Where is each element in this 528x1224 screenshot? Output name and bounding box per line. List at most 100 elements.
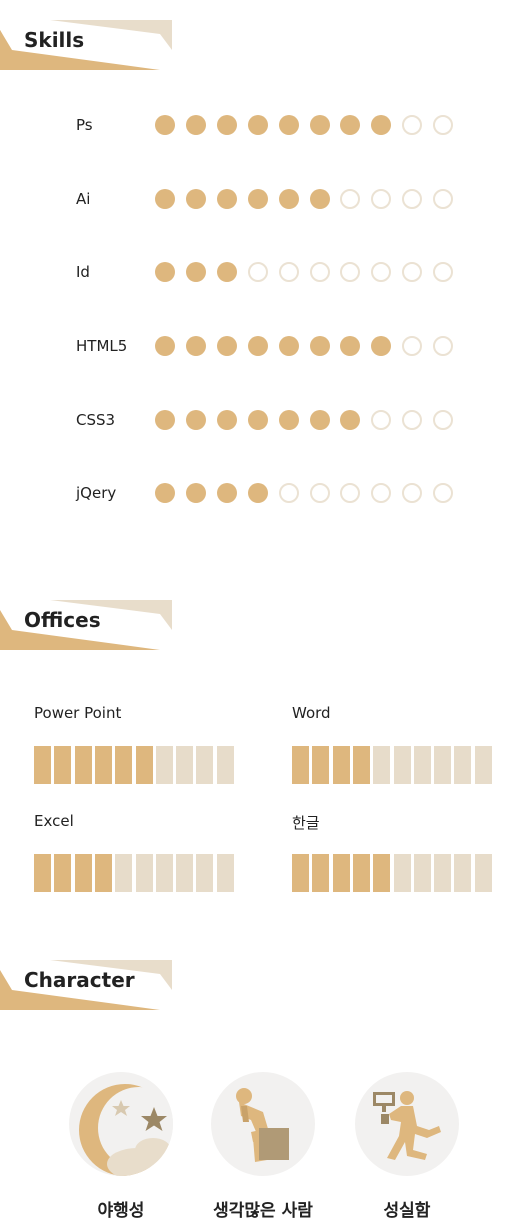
rating-dot-filled <box>216 115 237 135</box>
office-label: Word <box>292 704 331 722</box>
level-block-empty <box>454 746 472 784</box>
rating-dot-filled <box>340 410 361 430</box>
running-worker-icon <box>355 1072 459 1176</box>
rating-dot-empty <box>340 483 361 503</box>
office-label: 한글 <box>292 814 320 832</box>
level-block-filled <box>34 854 51 892</box>
office-label: Power Point <box>34 704 122 722</box>
skill-row: jQery <box>0 482 528 506</box>
rating-dot-empty <box>371 483 392 503</box>
level-block-filled <box>94 746 112 784</box>
level-block-filled <box>332 854 350 892</box>
rating-dot-empty <box>402 336 423 356</box>
level-block-filled <box>373 854 391 892</box>
rating-dot-filled <box>278 189 299 209</box>
rating-dot-filled <box>185 410 206 430</box>
rating-dot-filled <box>185 189 206 209</box>
level-block-filled <box>54 854 72 892</box>
rating-dot-filled <box>216 336 237 356</box>
rating-dot-filled <box>185 483 206 503</box>
offices-header: Offices <box>0 598 175 654</box>
level-block-empty <box>454 854 472 892</box>
skills-title: Skills <box>24 28 85 52</box>
level-block-empty <box>135 854 153 892</box>
rating-dot-filled <box>185 336 206 356</box>
level-block-filled <box>292 746 309 784</box>
level-block-filled <box>312 746 330 784</box>
rating-dot-filled <box>155 483 175 503</box>
level-block-filled <box>352 746 370 784</box>
header-ribbon-icon <box>0 600 172 650</box>
level-block-filled <box>352 854 370 892</box>
rating-dot-empty <box>402 410 423 430</box>
rating-dot-filled <box>155 262 175 282</box>
level-block-filled <box>115 746 133 784</box>
character-title: Character <box>24 968 135 992</box>
level-block-filled <box>74 746 92 784</box>
rating-dot-empty <box>402 115 423 135</box>
skill-label: Id <box>76 263 90 281</box>
level-block-filled <box>312 854 330 892</box>
moon-stars-icon <box>69 1072 173 1176</box>
rating-dot-filled <box>340 115 361 135</box>
skills-header: Skills <box>0 18 175 74</box>
rating-dot-filled <box>371 115 392 135</box>
rating-dot-filled <box>155 336 175 356</box>
level-block-empty <box>176 746 194 784</box>
header-ribbon-icon <box>0 20 172 70</box>
level-block-empty <box>434 746 452 784</box>
level-block-filled <box>332 746 350 784</box>
offices-title: Offices <box>24 608 101 632</box>
rating-dot-empty <box>278 483 299 503</box>
character-header: Character <box>0 958 175 1014</box>
rating-dot-filled <box>309 336 330 356</box>
rating-dot-empty <box>371 189 392 209</box>
level-block-filled <box>292 854 309 892</box>
rating-dot-empty <box>340 262 361 282</box>
header-ribbon-icon <box>0 960 172 1010</box>
level-block-empty <box>155 746 173 784</box>
rating-dot-filled <box>371 336 392 356</box>
rating-dot-filled <box>185 262 206 282</box>
rating-dot-empty <box>433 189 454 209</box>
skill-row: Ps <box>0 114 528 138</box>
rating-dot-empty <box>278 262 299 282</box>
level-block-empty <box>474 854 492 892</box>
rating-dot-filled <box>309 115 330 135</box>
character-label: 야행성 <box>97 1201 145 1221</box>
rating-dot-empty <box>340 189 361 209</box>
rating-dot-empty <box>402 189 423 209</box>
level-block-empty <box>196 746 214 784</box>
level-block-empty <box>373 746 391 784</box>
skill-label: HTML5 <box>76 337 128 355</box>
rating-dot-filled <box>155 410 175 430</box>
rating-dot-empty <box>309 262 330 282</box>
rating-dot-empty <box>433 410 454 430</box>
thinker-icon <box>211 1072 315 1176</box>
rating-dot-filled <box>216 410 237 430</box>
level-block-empty <box>216 854 234 892</box>
rating-dot-empty <box>433 336 454 356</box>
rating-dot-empty <box>402 262 423 282</box>
rating-dot-filled <box>216 189 237 209</box>
rating-dot-empty <box>433 262 454 282</box>
rating-dot-filled <box>247 336 268 356</box>
rating-dot-filled <box>185 115 206 135</box>
skill-row: Id <box>0 261 528 285</box>
level-block-filled <box>34 746 51 784</box>
level-block-empty <box>216 746 234 784</box>
rating-dot-empty <box>247 262 268 282</box>
office-label: Excel <box>34 812 74 830</box>
level-block-empty <box>413 854 431 892</box>
rating-dot-empty <box>309 483 330 503</box>
rating-dot-empty <box>371 410 392 430</box>
rating-dot-filled <box>247 483 268 503</box>
skill-label: Ai <box>76 190 91 208</box>
level-block-empty <box>176 854 194 892</box>
level-block-empty <box>434 854 452 892</box>
level-block-empty <box>155 854 173 892</box>
level-block-empty <box>196 854 214 892</box>
rating-dot-filled <box>278 115 299 135</box>
rating-dot-filled <box>278 336 299 356</box>
level-block-empty <box>115 854 133 892</box>
